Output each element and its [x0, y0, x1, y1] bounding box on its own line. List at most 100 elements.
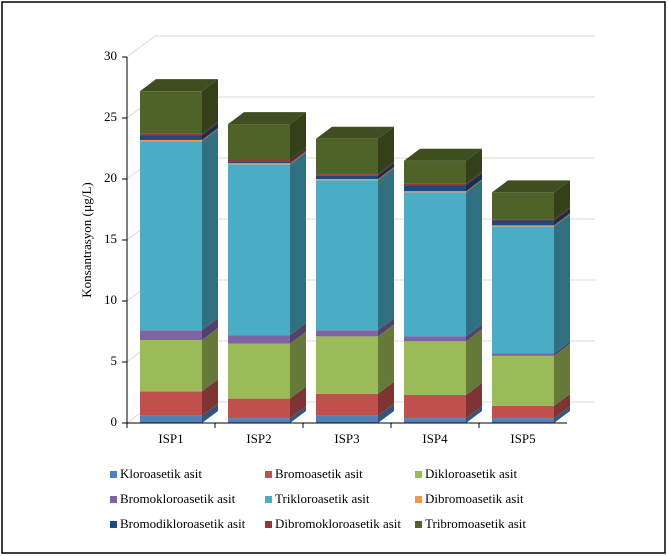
- legend-swatch: [265, 496, 272, 503]
- bar-side: [202, 403, 218, 423]
- bar-side: [554, 207, 570, 221]
- y-tick-label: 25: [104, 109, 117, 124]
- bar-side: [202, 379, 218, 416]
- x-tick-label: ISP5: [510, 431, 535, 446]
- bar-segment: [316, 179, 378, 181]
- bar-top: [140, 79, 218, 92]
- bar-side: [290, 147, 306, 162]
- bar-segment: [492, 418, 554, 423]
- bar-segment: [492, 226, 554, 354]
- bar-top: [404, 148, 482, 161]
- bar-segment: [228, 164, 290, 336]
- bar-segment: [228, 124, 290, 160]
- x-tick-label: ISP4: [422, 431, 448, 446]
- bar-side: [202, 127, 218, 142]
- bar-segment: [404, 185, 466, 192]
- bar-segment: [316, 180, 378, 331]
- legend-label: Dikloroasetik asit: [425, 466, 517, 481]
- bar-segment: [404, 341, 466, 395]
- y-tick-label: 30: [104, 48, 117, 63]
- bar-segment: [492, 353, 554, 356]
- legend-label: Dibromokloroasetik asit: [275, 516, 401, 531]
- legend-label: Bromoasetik asit: [275, 466, 363, 481]
- bar-segment: [316, 138, 378, 175]
- bar-top: [316, 126, 394, 139]
- bar-segment: [228, 418, 290, 423]
- bar-segment: [140, 135, 202, 140]
- legend-label: Trikloroasetik asit: [275, 491, 370, 506]
- bar-side: [378, 324, 394, 394]
- bar-segment: [140, 340, 202, 392]
- bar-segment: [492, 355, 554, 406]
- x-tick-label: ISP3: [334, 431, 359, 446]
- bar-side: [466, 173, 482, 192]
- x-tick-label: ISP2: [246, 431, 271, 446]
- y-tick-label: 15: [104, 231, 117, 246]
- y-tick-label: 20: [104, 170, 117, 185]
- bar-segment: [140, 141, 202, 331]
- bar-top: [492, 180, 570, 193]
- bar-side: [466, 329, 482, 395]
- bar-side: [290, 112, 306, 160]
- bar-segment: [492, 220, 554, 226]
- legend-swatch: [265, 521, 272, 528]
- bar-side: [466, 382, 482, 419]
- bar-side: [290, 406, 306, 423]
- bar-side: [554, 208, 570, 226]
- bar-side: [378, 403, 394, 423]
- legend-label: Kloroasetik asit: [120, 466, 202, 481]
- bar-segment: [316, 174, 378, 176]
- bar-side: [466, 324, 482, 342]
- bar-side: [378, 167, 394, 181]
- bar-side: [466, 179, 482, 193]
- legend-swatch: [265, 471, 272, 478]
- bar-side: [202, 121, 218, 136]
- bar-segment: [316, 330, 378, 337]
- grid-line: [126, 35, 595, 58]
- bar-side: [466, 180, 482, 337]
- bar-side: [554, 213, 570, 227]
- bar-segment: [140, 415, 202, 423]
- bar-segment: [316, 175, 378, 179]
- bar-segment: [140, 133, 202, 136]
- bar-side: [202, 129, 218, 331]
- legend-label: Dibromoasetik asit: [425, 491, 524, 506]
- bar-segment: [316, 336, 378, 394]
- bar-side: [202, 328, 218, 392]
- bar-segment: [404, 192, 466, 337]
- bar-segment: [228, 398, 290, 419]
- bar-side: [290, 323, 306, 344]
- legend-swatch: [110, 471, 117, 478]
- legend-swatch: [415, 496, 422, 503]
- legend-swatch: [110, 496, 117, 503]
- bar-side: [466, 148, 482, 184]
- bar-side: [554, 343, 570, 406]
- bar-segment: [492, 219, 554, 221]
- bar-side: [290, 386, 306, 419]
- bar-segment: [316, 393, 378, 416]
- bar-side: [378, 168, 394, 331]
- y-tick-label: 10: [104, 292, 117, 307]
- bar-segment: [228, 163, 290, 165]
- bar-segment: [140, 91, 202, 134]
- bar-segment: [404, 336, 466, 342]
- bar-segment: [228, 159, 290, 162]
- bar-segment: [316, 415, 378, 423]
- bar-side: [466, 406, 482, 423]
- bar-side: [202, 123, 218, 140]
- legend-label: Tribromoasetik asit: [425, 516, 526, 531]
- bar-side: [202, 318, 218, 341]
- bar-side: [378, 318, 394, 337]
- bar-segment: [228, 335, 290, 344]
- bar-side: [554, 393, 570, 419]
- bar-segment: [404, 394, 466, 419]
- legend-swatch: [110, 521, 117, 528]
- bar-side: [554, 180, 570, 220]
- bar-segment: [140, 391, 202, 416]
- bar-side: [378, 126, 394, 175]
- bar-side: [290, 151, 306, 165]
- bar-side: [554, 341, 570, 356]
- y-tick-label: 5: [111, 353, 118, 368]
- bar-side: [466, 171, 482, 186]
